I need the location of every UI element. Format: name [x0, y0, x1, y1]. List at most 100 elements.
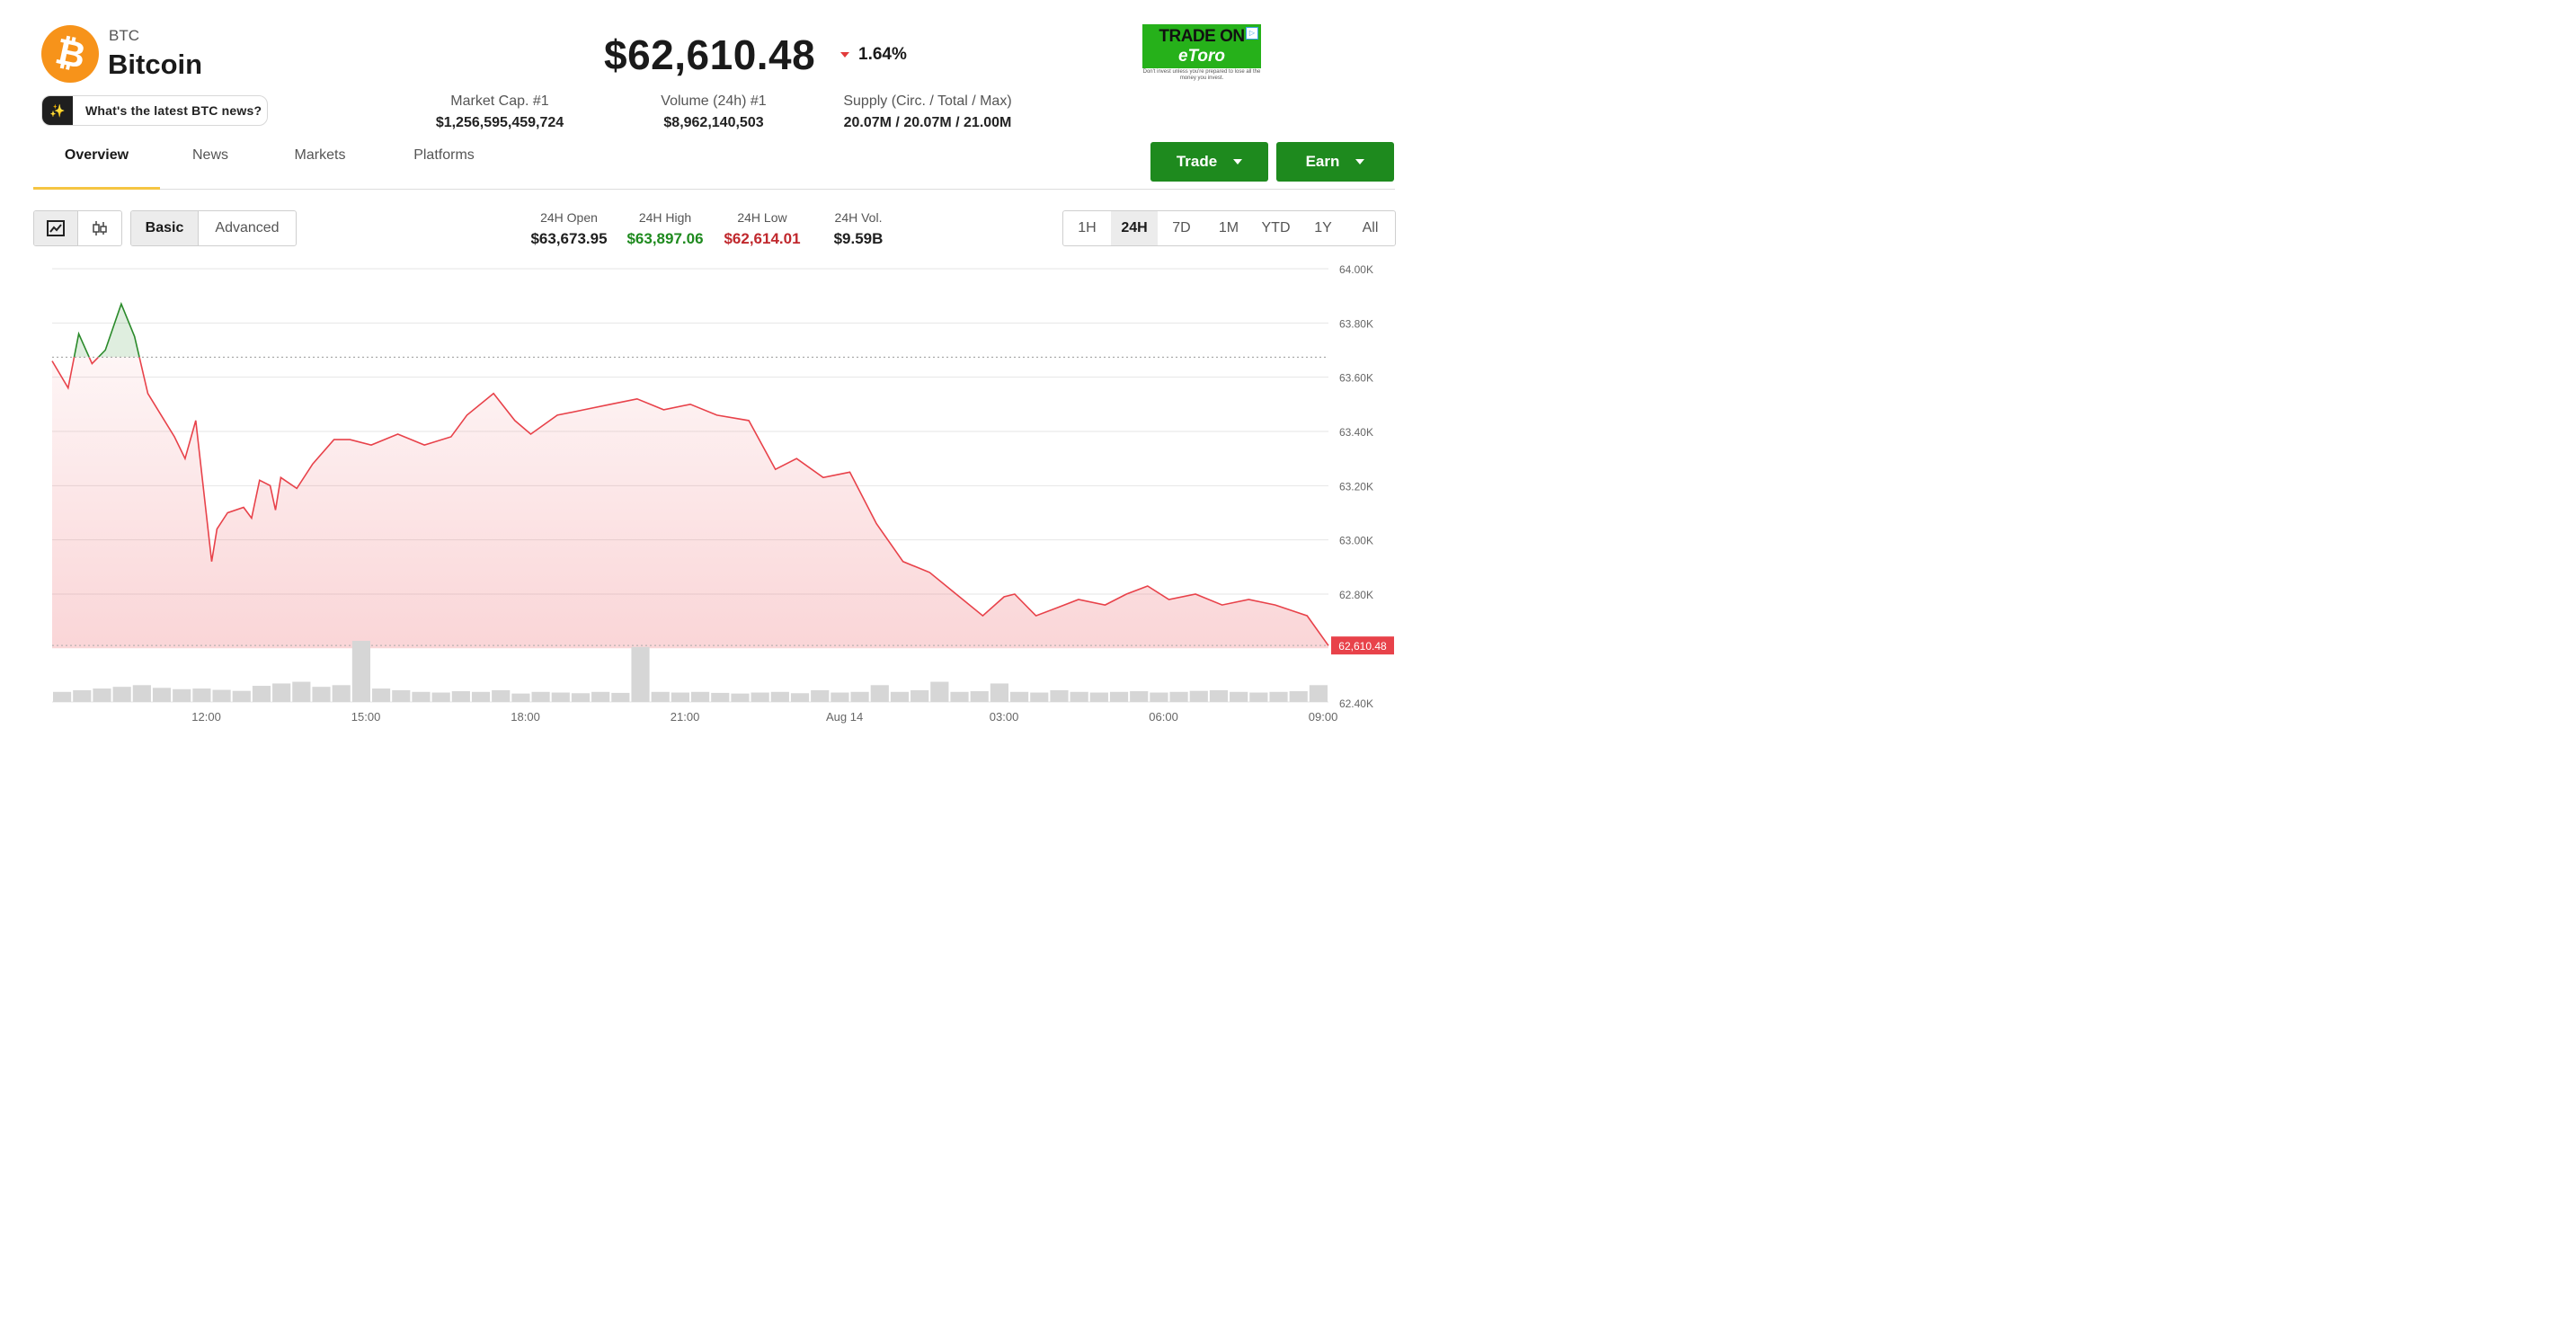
volume-bar — [850, 691, 869, 702]
volume-bar — [731, 693, 750, 702]
below-open-area — [52, 357, 1328, 649]
volume-bar — [132, 685, 151, 702]
volume-bar — [1109, 691, 1129, 702]
line-chart-icon[interactable] — [34, 211, 78, 245]
trade-button[interactable]: Trade — [1150, 142, 1268, 182]
tab-divider — [33, 189, 1395, 190]
volume-bar — [192, 688, 211, 702]
volume-bar — [611, 692, 630, 702]
volume-bar — [272, 683, 291, 702]
price-line-below — [51, 357, 1329, 646]
volume-bar — [511, 693, 530, 702]
line-chart-glyph — [47, 220, 65, 236]
volume-bar — [471, 691, 491, 702]
volume-bar — [691, 691, 710, 702]
volume-bar — [392, 689, 411, 702]
volume-bar — [870, 685, 889, 702]
range-24h[interactable]: 24H — [1111, 211, 1158, 245]
y-tick-label: 62.80K — [1339, 589, 1373, 601]
time-range-selector: 1H 24H 7D 1M YTD 1Y All — [1062, 210, 1396, 246]
volume-bar — [232, 690, 251, 702]
range-all[interactable]: All — [1362, 220, 1379, 235]
tab-news[interactable]: News — [191, 147, 228, 163]
volume-bar — [1070, 691, 1088, 702]
volume-bar — [173, 688, 191, 702]
tab-platforms[interactable]: Platforms — [413, 147, 475, 163]
volume-bar — [372, 688, 391, 702]
stat-value: $1,256,595,459,724 — [435, 115, 564, 130]
trade-button-label: Trade — [1176, 153, 1218, 170]
volume-bar — [93, 688, 111, 702]
page-tabs: Overview News Markets Platforms — [33, 147, 509, 174]
mode-advanced[interactable]: Advanced — [215, 220, 280, 235]
x-tick-label: 03:00 — [990, 710, 1019, 724]
ohlc-label: 24H Vol. — [834, 210, 883, 225]
volume-bar — [671, 692, 689, 702]
volume-bar — [531, 691, 550, 702]
price-change-value: 1.64% — [858, 45, 907, 64]
y-tick-label: 63.60K — [1339, 372, 1373, 385]
stat-label: Volume (24h) #1 — [661, 93, 767, 109]
down-triangle-icon — [840, 52, 849, 58]
bitcoin-logo: ₿ — [41, 25, 99, 83]
volume-bar — [790, 693, 810, 702]
latest-news-button[interactable]: ✨ What's the latest BTC news? — [41, 95, 268, 126]
volume-bar — [1089, 692, 1108, 702]
volume-bar — [811, 689, 830, 702]
volume-bar — [1030, 692, 1049, 702]
y-tick-label: 62.40K — [1339, 697, 1373, 710]
range-1h[interactable]: 1H — [1078, 220, 1097, 235]
tab-markets[interactable]: Markets — [294, 147, 346, 163]
current-price: $62,610.48 — [604, 31, 816, 78]
volume-bar — [990, 683, 1008, 702]
ohlc-value: $62,614.01 — [724, 230, 801, 247]
volume-bar — [1169, 691, 1188, 702]
volume-bar — [831, 692, 849, 702]
candlestick-icon[interactable] — [78, 211, 121, 245]
bitcoin-glyph: ₿ — [51, 31, 89, 76]
x-tick-label: 06:00 — [1149, 710, 1178, 724]
volume-bar — [252, 686, 271, 702]
mode-basic[interactable]: Basic — [131, 211, 199, 245]
range-ytd[interactable]: YTD — [1261, 220, 1291, 235]
earn-button[interactable]: Earn — [1276, 142, 1394, 182]
current-price-label: 62,610.48 — [1338, 640, 1387, 653]
volume-bar — [631, 646, 650, 702]
volume-bar — [1010, 691, 1029, 702]
chevron-down-icon — [1233, 159, 1243, 164]
etoro-ad-banner[interactable]: TRADE ON eToro Don't invest unless you'r… — [1142, 24, 1261, 84]
ohlc-high: 24H High $63,897.06 — [620, 210, 710, 248]
range-7d[interactable]: 7D — [1172, 220, 1191, 235]
earn-button-label: Earn — [1305, 153, 1340, 170]
active-tab-indicator — [33, 187, 160, 190]
current-price-tag — [1331, 636, 1394, 655]
volume-bar — [1289, 691, 1308, 702]
ohlc-volume: 24H Vol. $9.59B — [813, 210, 903, 248]
stat-label: Market Cap. #1 — [450, 93, 549, 109]
volume-bar — [1209, 689, 1229, 702]
ohlc-value: $63,673.95 — [530, 230, 608, 247]
above-open-area — [74, 304, 140, 358]
volume-bar — [212, 689, 231, 702]
stat-supply: Supply (Circ. / Total / Max) 20.07M / 20… — [811, 93, 1044, 131]
range-1y[interactable]: 1Y — [1314, 220, 1332, 235]
volume-bar — [1309, 685, 1328, 702]
volume-bar — [930, 681, 949, 702]
volume-bar — [1130, 691, 1149, 702]
volume-bar — [1249, 692, 1268, 702]
ad-choices-icon[interactable]: ▷ — [1246, 27, 1258, 40]
volume-bar — [711, 692, 730, 702]
stat-value: $8,962,140,503 — [663, 115, 764, 130]
range-1m[interactable]: 1M — [1218, 220, 1239, 235]
tab-overview[interactable]: Overview — [64, 147, 129, 163]
y-tick-label: 63.00K — [1339, 535, 1373, 547]
coin-ticker: BTC — [109, 27, 139, 44]
stat-value: 20.07M / 20.07M / 21.00M — [843, 115, 1012, 130]
y-tick-label: 63.80K — [1339, 317, 1373, 330]
volume-bar — [950, 691, 969, 702]
price-chart[interactable]: 64.00K 63.80K 63.60K 63.40K 63.20K 63.00K 62.8… — [0, 256, 1409, 733]
ohlc-label: 24H Low — [737, 210, 787, 225]
ad-disclaimer: Don't invest unless you're prepared to l… — [1142, 68, 1261, 84]
sparkle-icon: ✨ — [42, 96, 73, 125]
x-tick-label: 21:00 — [671, 710, 700, 724]
